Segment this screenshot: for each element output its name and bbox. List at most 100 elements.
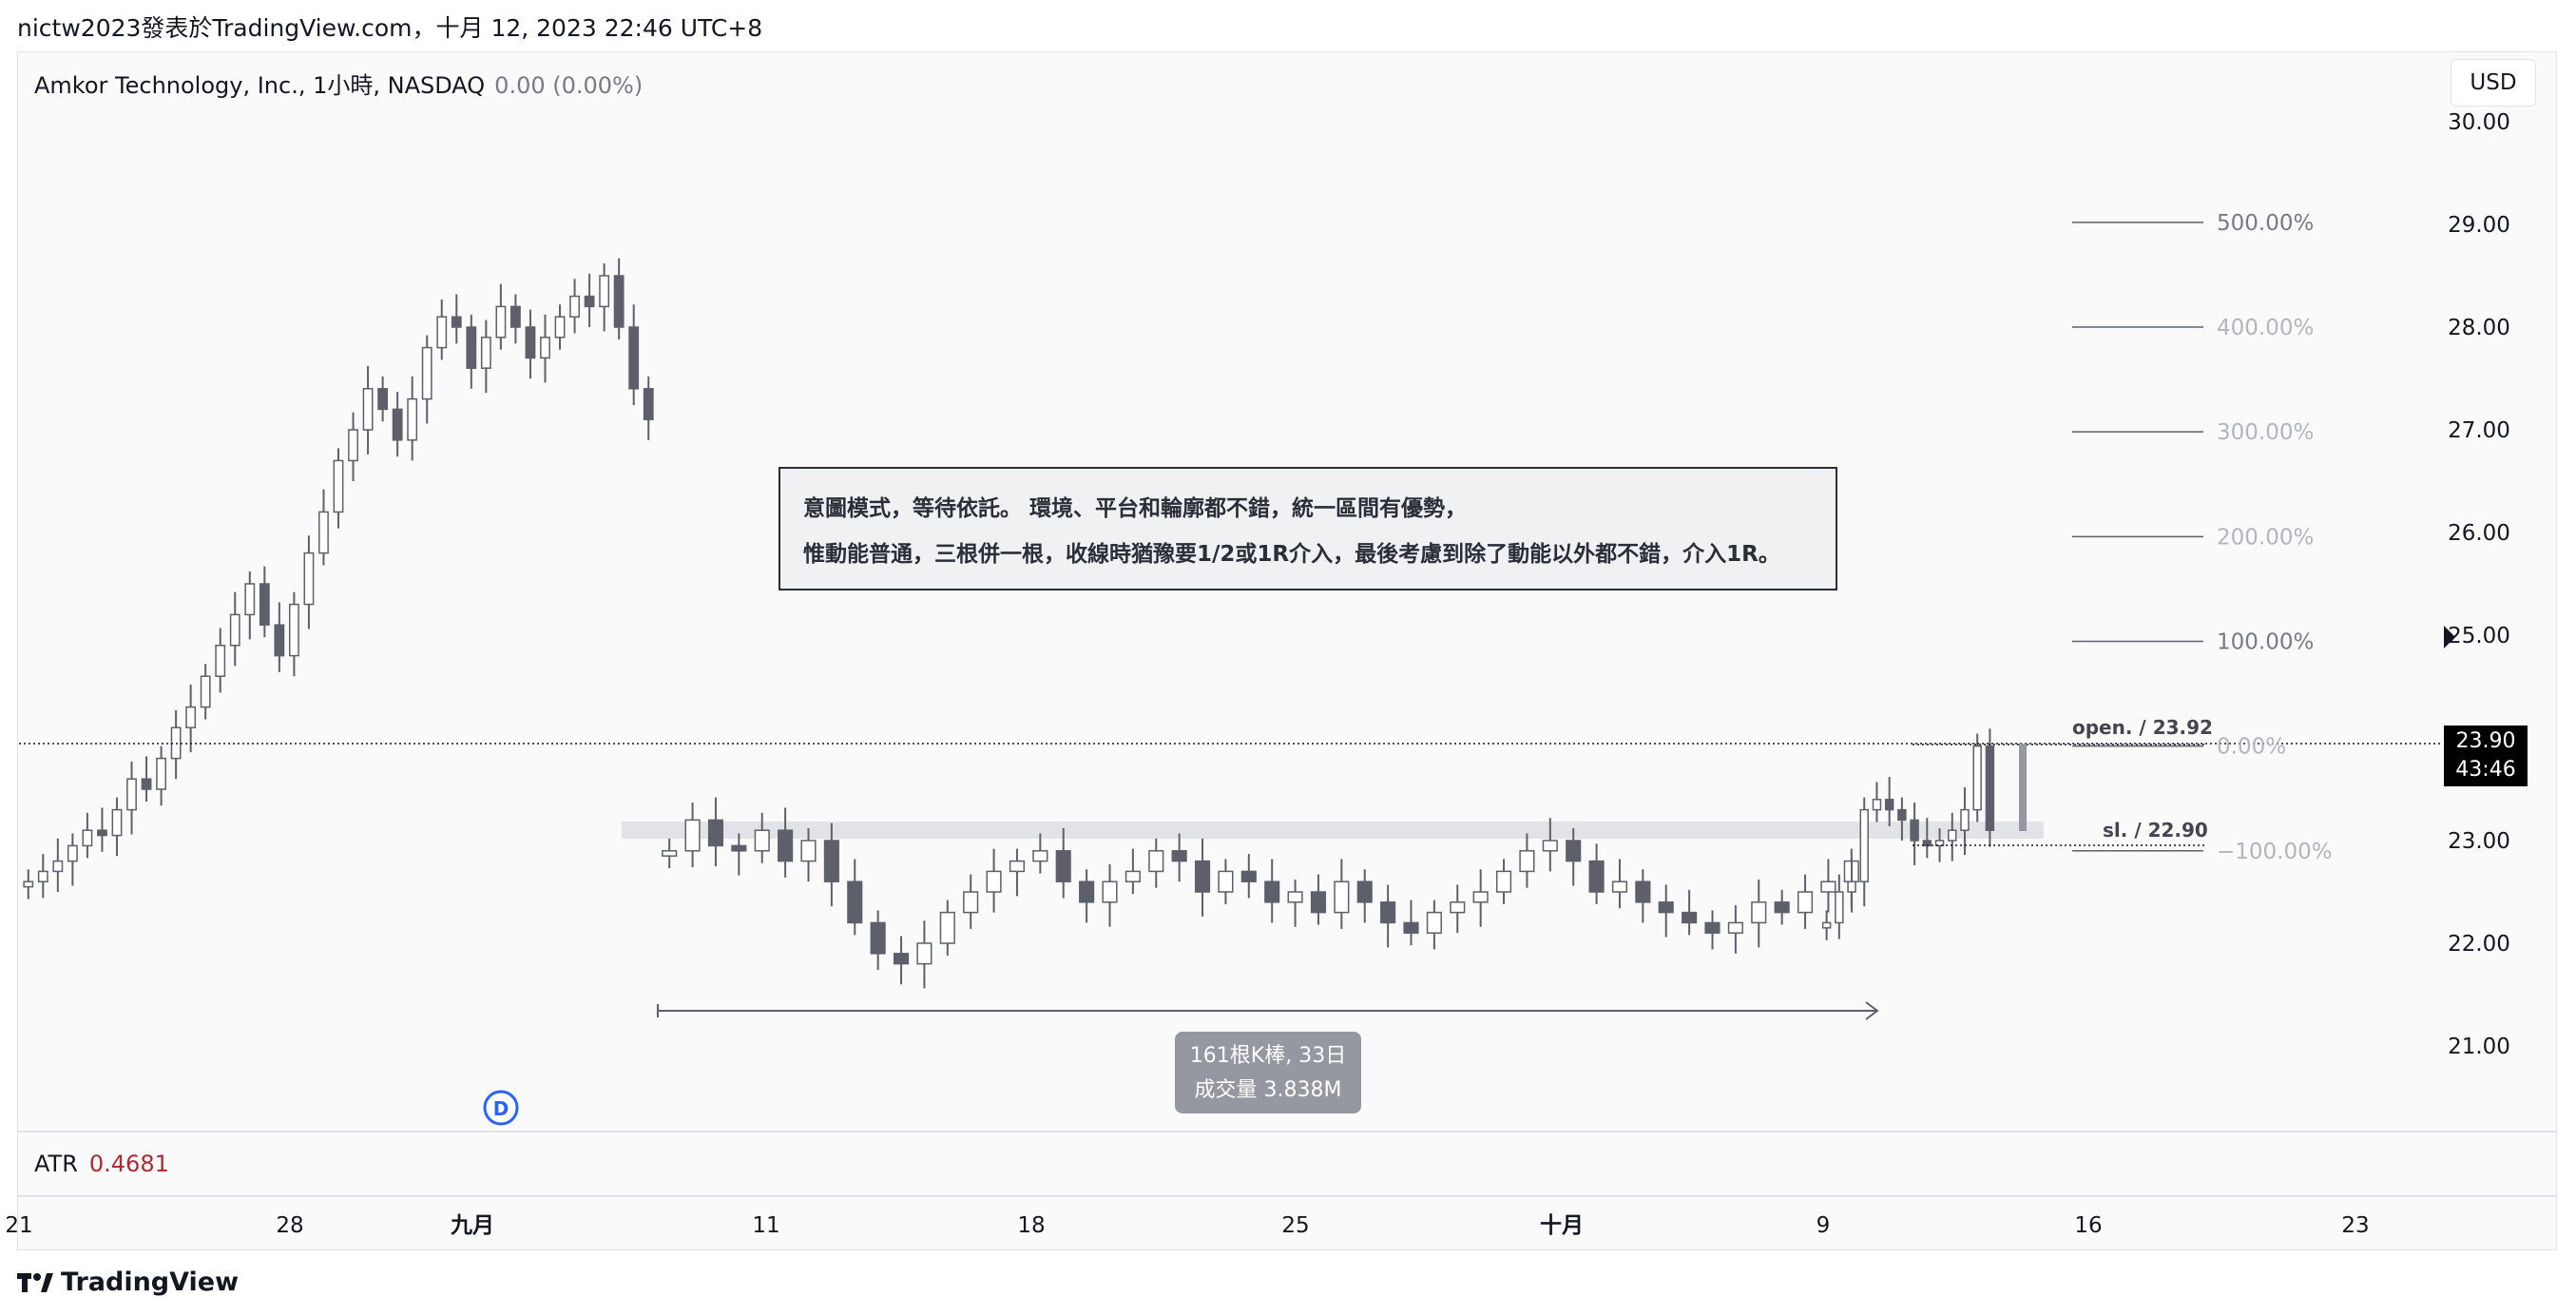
candle xyxy=(847,859,863,936)
candle xyxy=(1079,869,1095,923)
tradingview-logo[interactable]: TradingView xyxy=(17,1268,239,1297)
candle-body xyxy=(800,840,817,862)
fib-extension[interactable]: 500.00% 400.00% 300.00% 200.00% 100.00% 0.00%… xyxy=(2072,211,2333,864)
candle-body xyxy=(1910,819,1919,842)
candle xyxy=(436,299,448,360)
candle-body xyxy=(754,829,770,852)
candle-body xyxy=(963,891,979,914)
candle xyxy=(377,376,389,422)
position-box[interactable] xyxy=(2019,744,2027,831)
candle xyxy=(1588,843,1605,904)
candle xyxy=(1774,889,1790,925)
candle-body xyxy=(1472,891,1489,903)
candle-body xyxy=(1658,901,1674,914)
time-axis[interactable]: 21 28 九月 11 18 25 十月 9 16 23 xyxy=(5,1213,2369,1238)
sl-label: sl. / 22.90 xyxy=(2103,819,2208,842)
candle xyxy=(1985,728,1995,847)
candle-body xyxy=(259,583,270,626)
candle-body xyxy=(200,675,211,708)
candle-body xyxy=(1934,840,1945,847)
candle xyxy=(778,807,794,878)
candle xyxy=(754,812,770,863)
candle xyxy=(1403,900,1419,946)
candle xyxy=(1356,869,1373,923)
time-tick-label: 21 xyxy=(5,1213,32,1238)
range-zone[interactable] xyxy=(622,822,2044,839)
candle xyxy=(510,294,521,344)
time-tick-label: 九月 xyxy=(450,1213,494,1238)
candle xyxy=(1960,786,1970,856)
measure-volume: 成交量 3.838M xyxy=(1194,1078,1342,1102)
candle xyxy=(613,258,625,339)
candle-body xyxy=(1334,881,1350,914)
candle xyxy=(662,838,678,869)
candle-body xyxy=(1859,808,1869,882)
time-tick-label: 18 xyxy=(1017,1213,1045,1238)
candle xyxy=(1519,833,1535,888)
candle-body xyxy=(525,326,536,359)
measure-arrow[interactable] xyxy=(657,1001,1879,1020)
fib-level-label: 0.00% xyxy=(2217,735,2286,760)
candle xyxy=(1380,884,1396,948)
candle xyxy=(707,797,724,866)
candle xyxy=(1682,889,1698,936)
alert-arrow-icon[interactable] xyxy=(2444,626,2455,648)
price-tick-label: 22.00 xyxy=(2448,932,2510,957)
candle xyxy=(82,812,93,859)
candle-body xyxy=(1751,901,1767,924)
candle xyxy=(1171,833,1187,882)
candle-body xyxy=(939,911,955,944)
candle-body xyxy=(1264,881,1280,903)
candle xyxy=(1310,874,1327,925)
fib-level-label: 100.00% xyxy=(2217,629,2314,654)
candle xyxy=(288,591,299,677)
candle-body xyxy=(1356,881,1373,903)
trade-note-box[interactable]: 意圖模式，等待依託。 環境、平台和輪廓都不錯，統一區間有優勢， 惟動能普通，三根… xyxy=(779,467,1837,590)
candle-body xyxy=(893,953,910,965)
publisher-header: nictw2023發表於TradingView.com，十月 12, 2023 … xyxy=(17,14,763,42)
candle-body xyxy=(1847,881,1856,893)
candle-body xyxy=(1171,850,1187,862)
candle xyxy=(318,489,329,566)
candle-body xyxy=(185,706,197,728)
candle xyxy=(67,833,78,886)
atr-value: 0.4681 xyxy=(88,1151,169,1177)
candle-body xyxy=(1055,850,1071,882)
candle xyxy=(1821,910,1832,940)
candle xyxy=(525,309,536,378)
candle xyxy=(170,709,182,780)
time-tick-label: 28 xyxy=(276,1213,303,1238)
price-axis[interactable]: 30.0029.0028.0027.0026.0025.0024.0023.00… xyxy=(2448,110,2510,1059)
candle-body xyxy=(23,881,34,888)
candle xyxy=(451,294,462,344)
candle xyxy=(229,591,240,667)
candle-body xyxy=(1821,921,1832,929)
candle xyxy=(1847,859,1856,913)
symbol-legend[interactable]: Amkor Technology, Inc., 1小時, NASDAQ 0.00 … xyxy=(34,67,643,100)
currency-button[interactable]: USD xyxy=(2451,59,2536,106)
candle-body xyxy=(1519,850,1535,873)
candle xyxy=(963,874,979,929)
candle-body xyxy=(480,337,491,369)
candle-body xyxy=(436,316,448,349)
last-price-value: 23.90 xyxy=(2455,729,2516,753)
candle-body xyxy=(731,844,747,852)
candle-body xyxy=(1125,870,1141,882)
time-tick-label: 11 xyxy=(752,1213,779,1238)
candle xyxy=(1635,869,1651,923)
candle xyxy=(1820,859,1836,913)
candle xyxy=(643,376,654,440)
candle xyxy=(1450,884,1466,934)
dividend-marker[interactable]: D xyxy=(483,1090,519,1126)
candle-body xyxy=(1240,870,1257,882)
atr-legend[interactable]: ATR 0.4681 xyxy=(34,1151,169,1177)
candle xyxy=(111,797,123,857)
last-price-tag: 23.90 43:46 xyxy=(2444,726,2528,786)
time-tick-label: 十月 xyxy=(1540,1213,1584,1238)
time-tick-label: 9 xyxy=(1817,1213,1831,1238)
candle-body xyxy=(52,860,64,873)
candle-body xyxy=(333,459,344,513)
candle-body xyxy=(377,388,389,411)
candle-body xyxy=(392,408,403,441)
